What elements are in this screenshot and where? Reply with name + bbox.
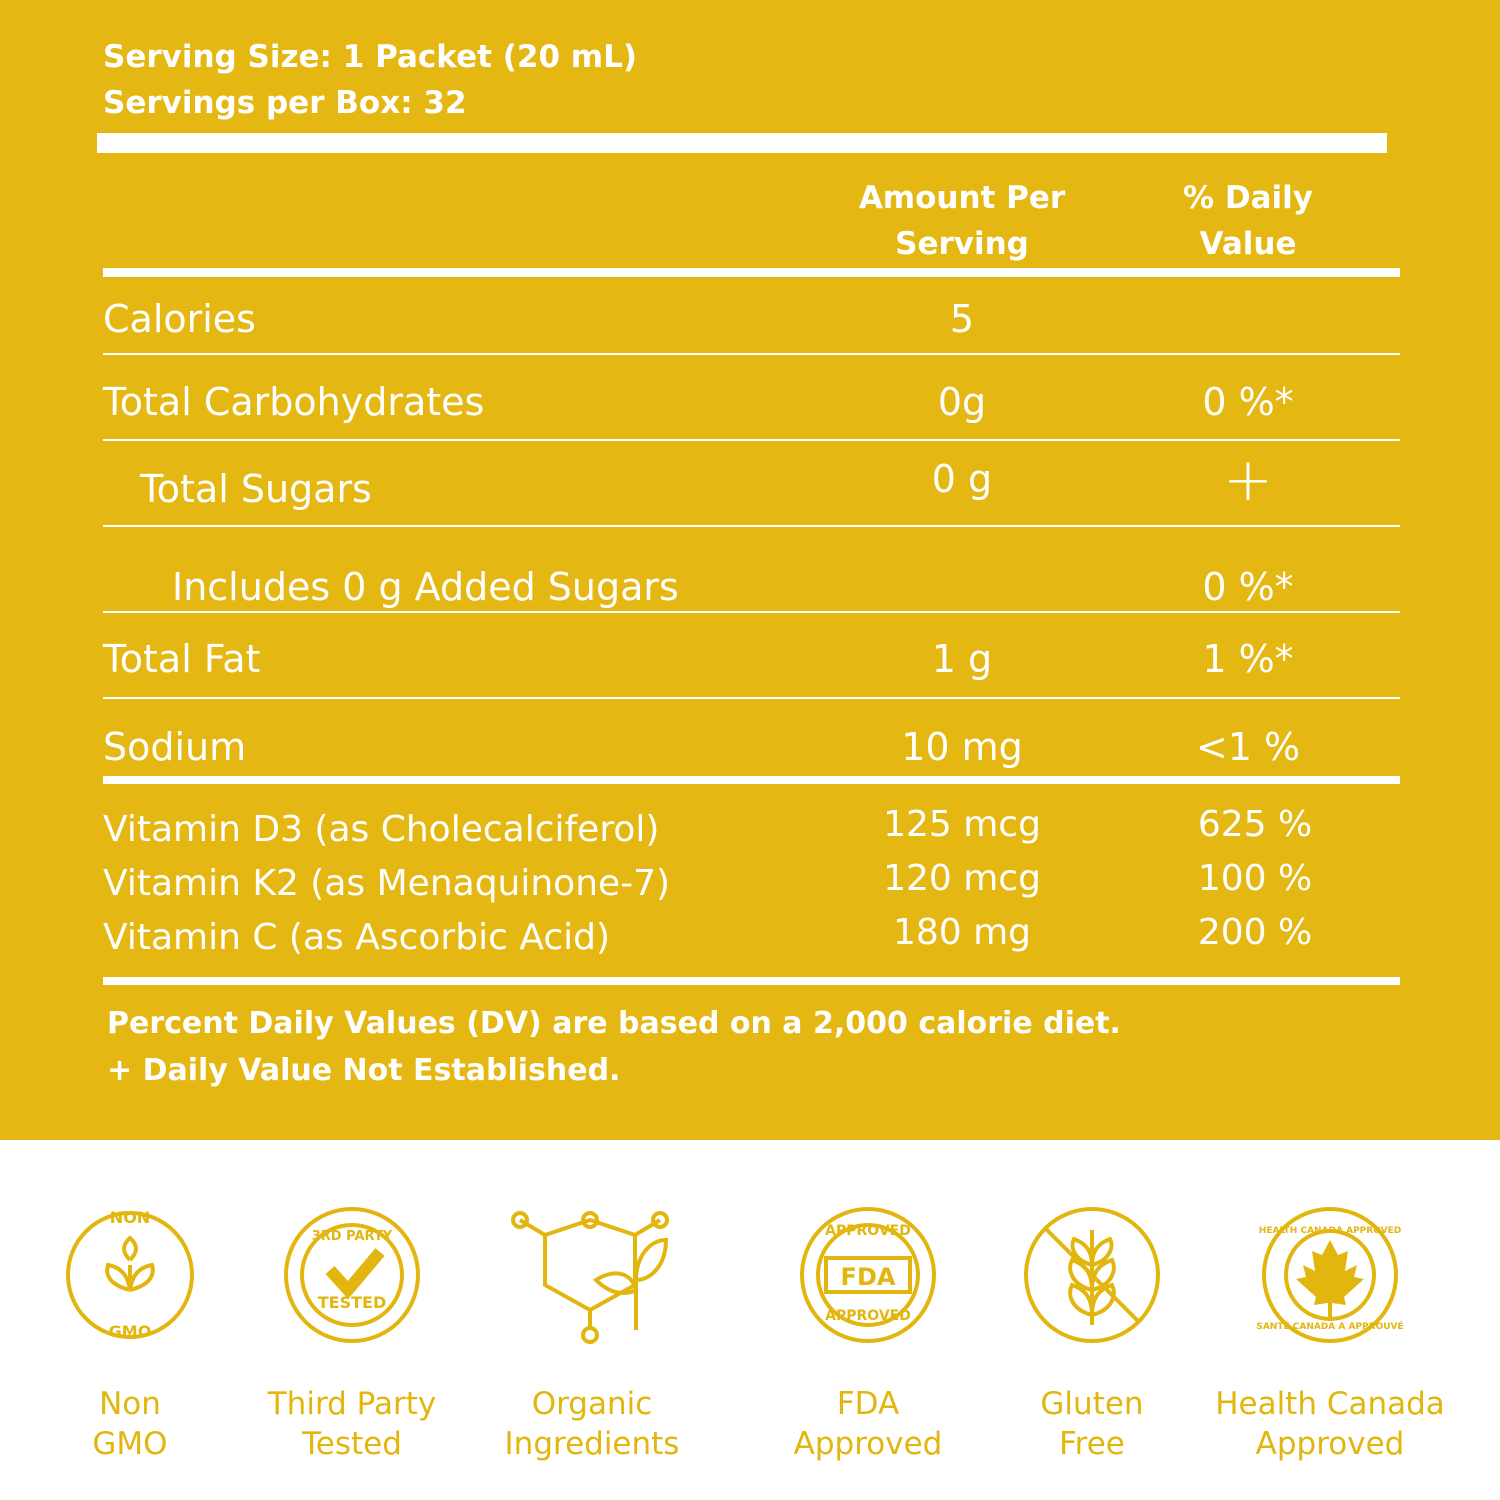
icon-text: APPROVED (825, 1223, 911, 1239)
rule (103, 977, 1400, 985)
maple-leaf (1296, 1240, 1364, 1321)
vitamin-name: Vitamin K2 (as Menaquinone-7) (103, 863, 671, 904)
daily-value: 200 % (1197, 912, 1313, 953)
daily-value: 0 %* (1202, 380, 1294, 424)
badge-label: Free (1059, 1426, 1125, 1462)
badge-label: FDA (837, 1386, 899, 1422)
footnote: + Daily Value Not Established. (107, 1053, 621, 1088)
rule (97, 133, 1387, 153)
badge-label: Gluten (1040, 1386, 1143, 1422)
icon-text: NON (110, 1208, 150, 1227)
rule (103, 776, 1400, 784)
amount: 180 mg (892, 912, 1032, 953)
icon-text: HEALTH CANADA APPROVED (1259, 1226, 1401, 1236)
nutrient-name: Total Carbohydrates (103, 380, 485, 424)
amount: 120 mcg (883, 858, 1041, 899)
vitamin-name: Vitamin C (as Ascorbic Acid) (103, 917, 611, 958)
badge-label: Organic (532, 1386, 653, 1422)
amount: 5 (949, 297, 975, 341)
badge-label: GMO (92, 1426, 167, 1462)
rule (103, 268, 1400, 277)
column-header: Amount Per Serving (858, 180, 1066, 262)
footnote: Percent Daily Values (DV) are based on a… (107, 1006, 1121, 1041)
daily-value: <1 % (1195, 725, 1301, 769)
badge-label: Approved (1256, 1426, 1405, 1462)
amount: 0g (937, 380, 987, 424)
nutrition-panel: Serving Size: 1 Packet (20 mL) Servings p… (0, 0, 1500, 1140)
daily-value: 625 % (1197, 804, 1313, 845)
rule (103, 353, 1400, 355)
icon-text: TESTED (318, 1293, 387, 1312)
badge-label: Ingredients (505, 1426, 680, 1462)
daily-value: 1 %* (1202, 637, 1294, 681)
servings-per-box: Servings per Box: 32 (103, 85, 467, 121)
badge-label: Tested (301, 1426, 402, 1462)
daily-value: 100 % (1197, 858, 1313, 899)
serving-size: Serving Size: 1 Packet (20 mL) (103, 39, 638, 75)
vitamin-name: Vitamin D3 (as Cholecalciferol) (103, 809, 660, 850)
column-header: % Daily Value (1183, 180, 1313, 262)
icon-text: APPROVED (825, 1308, 911, 1324)
rule (103, 697, 1400, 699)
badge-label: Non (99, 1386, 161, 1422)
daily-value: 0 %* (1202, 565, 1294, 609)
icon-text: SANTÉ CANADA A APPROUVÉ (1256, 1320, 1403, 1332)
badges: NON GMO Non GMO 3RD PARTY TESTED Third Party Te… (66, 1207, 1445, 1462)
amount: 10 mg (901, 725, 1023, 769)
nutrient-name: Sodium (103, 725, 247, 769)
badge-label: Third Party (267, 1386, 436, 1422)
nutrient-name: Total Fat (103, 637, 261, 681)
amount: 1 g (931, 637, 993, 681)
rule (103, 611, 1400, 613)
badge-label: Approved (794, 1426, 943, 1462)
amount: 125 mcg (883, 804, 1041, 845)
amount: 0 g (931, 457, 993, 501)
icon-text: 3RD PARTY (312, 1229, 393, 1244)
nutrient-name: Includes 0 g Added Sugars (172, 565, 679, 609)
rule (103, 525, 1400, 527)
nutrient-name: Calories (103, 297, 256, 341)
badge-label: Health Canada (1215, 1386, 1445, 1422)
daily-value: + (1222, 445, 1274, 515)
nutrient-name: Total Sugars (140, 467, 372, 511)
icon-text: GMO (109, 1322, 152, 1341)
rule (103, 439, 1400, 441)
icon-text: FDA (841, 1263, 896, 1291)
